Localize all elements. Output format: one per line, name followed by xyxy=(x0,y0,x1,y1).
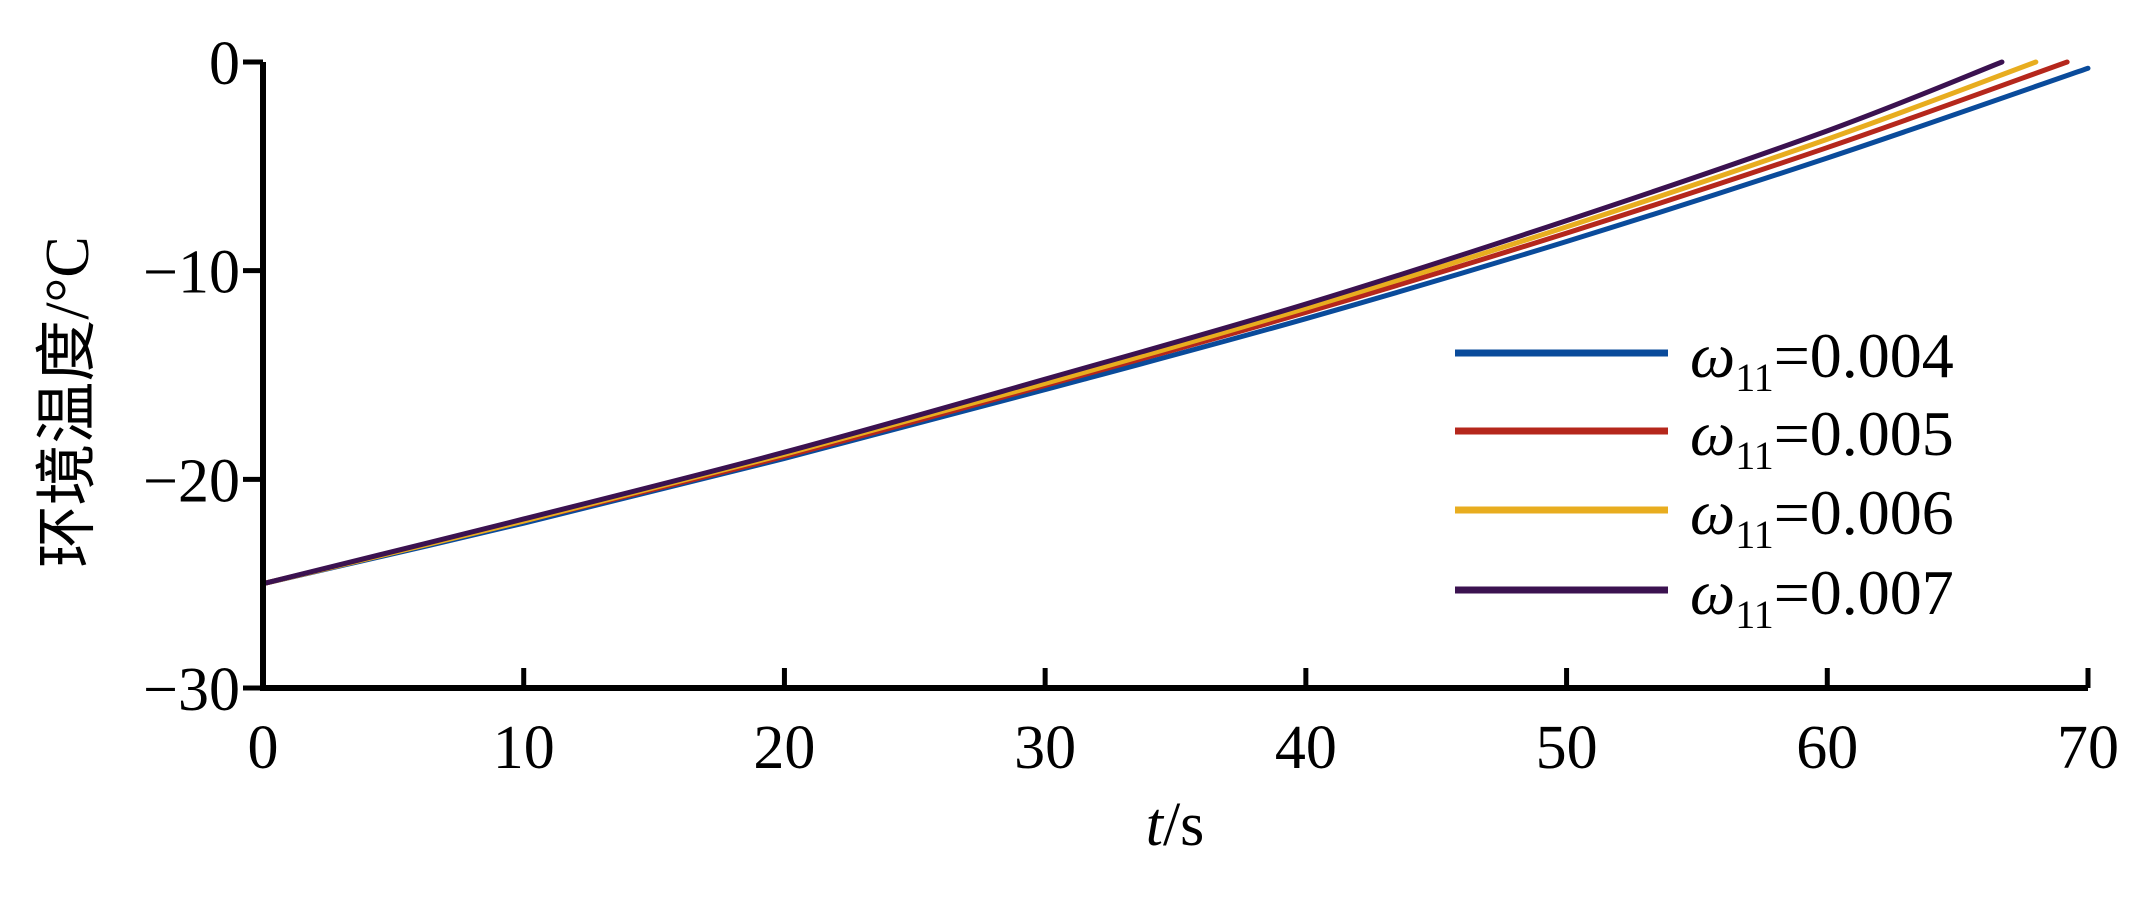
x-tick-label: 60 xyxy=(1796,714,1858,782)
legend-symbol: ω xyxy=(1690,477,1735,548)
legend-value: =0.004 xyxy=(1774,320,1954,391)
x-tick-label: 50 xyxy=(1536,714,1598,782)
legend-subscript: 11 xyxy=(1735,592,1774,637)
legend-label-1: ω11=0.004 xyxy=(1690,320,1954,400)
x-axis-title: t/s xyxy=(1146,791,1205,859)
legend-symbol: ω xyxy=(1690,398,1735,469)
legend-symbol: ω xyxy=(1690,320,1735,391)
x-tick-label: 0 xyxy=(248,714,279,782)
legend-subscript: 11 xyxy=(1735,433,1774,478)
legend-label-3: ω11=0.006 xyxy=(1690,477,1954,557)
y-axis-title: 环境温度/°C xyxy=(34,236,102,567)
x-tick-label: 20 xyxy=(753,714,815,782)
x-ticks: 0 10 20 30 40 50 60 70 xyxy=(248,668,2119,782)
x-tick-label: 40 xyxy=(1275,714,1337,782)
legend-subscript: 11 xyxy=(1735,355,1774,400)
legend-value: =0.006 xyxy=(1774,477,1954,548)
legend-symbol: ω xyxy=(1690,557,1735,628)
x-tick-label: 30 xyxy=(1014,714,1076,782)
series-line-3 xyxy=(260,59,2039,587)
x-tick-label: 70 xyxy=(2057,714,2119,782)
legend-label-2: ω11=0.005 xyxy=(1690,398,1954,478)
y-tick-label: −30 xyxy=(143,656,240,724)
series-layer xyxy=(260,59,2091,587)
legend-label-4: ω11=0.007 xyxy=(1690,557,1954,637)
y-tick-label: 0 xyxy=(209,30,240,98)
y-tick-label: −10 xyxy=(143,239,240,307)
legend-subscript: 11 xyxy=(1735,512,1774,557)
x-tick-label: 10 xyxy=(493,714,555,782)
x-axis-unit: /s xyxy=(1163,791,1204,859)
y-ticks: 0 −10 −20 −30 xyxy=(143,30,263,724)
series-line-4 xyxy=(260,59,2005,587)
legend-value: =0.007 xyxy=(1774,557,1954,628)
x-axis-var: t xyxy=(1146,791,1165,859)
y-tick-label: −20 xyxy=(143,447,240,515)
legend-value: =0.005 xyxy=(1774,398,1954,469)
